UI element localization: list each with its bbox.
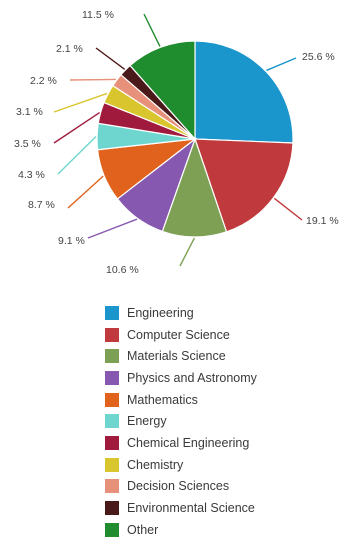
slice-label: 3.1 % <box>16 106 43 118</box>
leader-line <box>95 47 126 70</box>
legend-swatch <box>105 349 119 364</box>
leader-line <box>143 13 161 47</box>
leader-line <box>57 136 97 175</box>
legend-item: Other <box>105 519 257 541</box>
legend-swatch <box>105 370 119 385</box>
legend-label: Chemistry <box>127 457 184 472</box>
slice-label: 25.6 % <box>302 51 335 63</box>
legend-item: Chemistry <box>105 454 257 476</box>
legend-swatch <box>105 305 119 320</box>
slice-label: 11.5 % <box>82 9 114 21</box>
legend-swatch <box>105 435 119 450</box>
legend-label: Engineering <box>127 305 194 320</box>
leader-line <box>67 175 104 209</box>
legend-item: Decision Sciences <box>105 476 257 498</box>
leader-line <box>87 218 138 239</box>
legend-label: Materials Science <box>127 349 226 364</box>
legend-swatch <box>105 501 119 516</box>
legend: Engineering Computer Science Materials Sci… <box>105 302 257 541</box>
legend-swatch <box>105 327 119 342</box>
pie-slice-other <box>129 40 196 141</box>
pie-slice-engineering <box>194 40 294 144</box>
leader-line <box>53 111 100 144</box>
slice-label: 2.2 % <box>30 75 57 87</box>
leader-lines <box>53 13 303 267</box>
legend-label: Other <box>127 522 159 537</box>
legend-swatch <box>105 414 119 429</box>
slice-label: 2.1 % <box>56 43 83 55</box>
slice-label: 3.5 % <box>14 138 41 150</box>
leader-line <box>179 237 195 267</box>
leader-line <box>53 92 108 113</box>
pie-slices <box>96 40 294 238</box>
legend-label: Physics and Astronomy <box>127 370 257 385</box>
legend-label: Environmental Science <box>127 501 255 516</box>
legend-item: Chemical Engineering <box>105 432 257 454</box>
legend-label: Chemical Engineering <box>127 435 250 450</box>
legend-swatch <box>105 392 119 407</box>
slice-label: 8.7 % <box>28 199 55 211</box>
pie-chart: 25.6 % 19.1 % 10.6 % 9.1 % 8.7 % 4.3 % 3.5 % 3.… <box>14 9 339 276</box>
legend-swatch <box>105 457 119 472</box>
slice-label: 9.1 % <box>58 235 85 247</box>
legend-label: Energy <box>127 414 167 429</box>
legend-item: Physics and Astronomy <box>105 367 257 389</box>
legend-item: Computer Science <box>105 324 257 346</box>
legend-label: Decision Sciences <box>127 479 230 494</box>
legend-label: Mathematics <box>127 392 198 407</box>
legend-item: Engineering <box>105 302 257 324</box>
legend-label: Computer Science <box>127 327 230 342</box>
legend-item: Environmental Science <box>105 497 257 519</box>
pie-slice-computer-science <box>194 138 294 233</box>
slice-label: 10.6 % <box>106 264 139 276</box>
slice-labels: 25.6 % 19.1 % 10.6 % 9.1 % 8.7 % 4.3 % 3.5 % 3.… <box>14 9 339 276</box>
slice-label: 19.1 % <box>306 215 339 227</box>
legend-swatch <box>105 522 119 537</box>
legend-swatch <box>105 479 119 494</box>
legend-item: Energy <box>105 410 257 432</box>
leader-line <box>266 57 297 72</box>
leader-line <box>69 78 116 81</box>
slice-label: 4.3 % <box>18 169 45 181</box>
legend-item: Mathematics <box>105 389 257 411</box>
legend-item: Materials Science <box>105 345 257 367</box>
leader-line <box>273 197 303 221</box>
